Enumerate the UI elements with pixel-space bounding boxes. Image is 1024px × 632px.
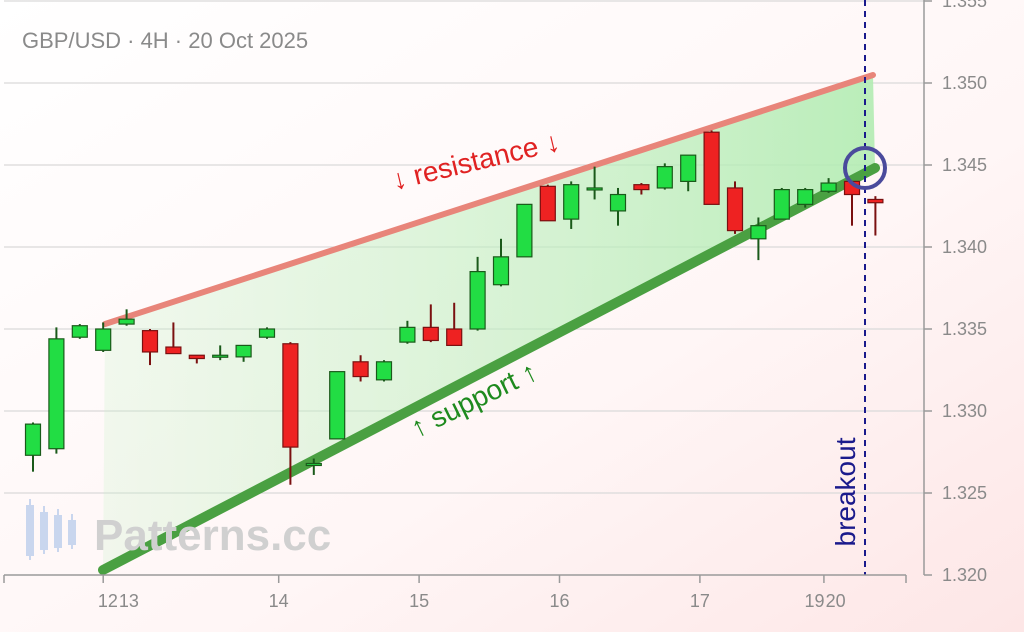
candle-body (586, 187, 603, 191)
candle-body (609, 193, 627, 212)
support-line (98, 163, 880, 575)
candle-body (188, 354, 205, 360)
resistance-line (102, 72, 876, 327)
y-tick-label: 1.335 (942, 319, 987, 339)
candle-body (422, 326, 439, 342)
candle-body (703, 131, 720, 205)
y-tick-label: 1.345 (942, 155, 987, 175)
candle-body (726, 187, 744, 232)
candle-body (633, 184, 650, 191)
watermark-icon-body (26, 505, 34, 556)
x-tick-label: 16 (549, 591, 569, 611)
candle-body (773, 189, 790, 220)
candle-body (750, 225, 767, 240)
y-tick-label: 1.340 (942, 237, 987, 257)
y-tick-label: 1.355 (942, 0, 987, 11)
x-tick-label: 13 (119, 591, 139, 611)
x-tick-label: 14 (269, 591, 289, 611)
candle-body (352, 361, 369, 378)
candle-body (820, 182, 837, 192)
candle-body (118, 318, 135, 325)
candles (24, 130, 884, 485)
candle-body (165, 346, 182, 355)
candle-body (48, 338, 65, 450)
x-tick-label: 19 (805, 591, 825, 611)
candle-body (492, 256, 510, 286)
candle-body (329, 371, 346, 440)
candle-body (282, 343, 299, 448)
y-tick-label: 1.320 (942, 565, 987, 585)
candle-body (539, 185, 556, 222)
watermark-icon-body (54, 515, 62, 548)
candle-body (680, 154, 697, 183)
y-tick-label: 1.325 (942, 483, 987, 503)
candle-body (212, 354, 229, 358)
x-tick-label: 12 (98, 591, 118, 611)
candle-body (797, 189, 814, 205)
candle-body (375, 361, 393, 381)
breakout-circle (843, 146, 887, 190)
candle-body (516, 203, 533, 258)
watermark-icon-body (40, 512, 48, 550)
candle-body (95, 328, 112, 351)
watermark (26, 499, 76, 560)
y-tick-label: 1.350 (942, 73, 987, 93)
candle-body (656, 166, 673, 189)
candle-body (563, 184, 580, 220)
x-tick-label: 20 (826, 591, 846, 611)
candle-body (141, 330, 159, 353)
chart-title: GBP/USD · 4H · 20 Oct 2025 (22, 28, 308, 53)
candle-body (235, 344, 252, 358)
candle-body (71, 325, 88, 338)
y-tick-label: 1.330 (942, 401, 987, 421)
watermark-text: Patterns.cc (94, 511, 331, 560)
candle-body (258, 328, 276, 338)
x-tick-label: 15 (409, 591, 429, 611)
axes: 1.320 1.325 1.330 1.335 1.340 1.345 1.350 1.355… (3, 0, 987, 611)
candle-body (399, 326, 416, 343)
candle-body (305, 462, 322, 467)
candle-body (24, 423, 42, 456)
breakout-label: breakout (830, 437, 861, 546)
candle-body (446, 328, 463, 346)
candle-body (469, 271, 486, 330)
watermark-icon-body (68, 520, 76, 545)
x-tick-label: 17 (690, 591, 710, 611)
candle-body (867, 198, 884, 204)
